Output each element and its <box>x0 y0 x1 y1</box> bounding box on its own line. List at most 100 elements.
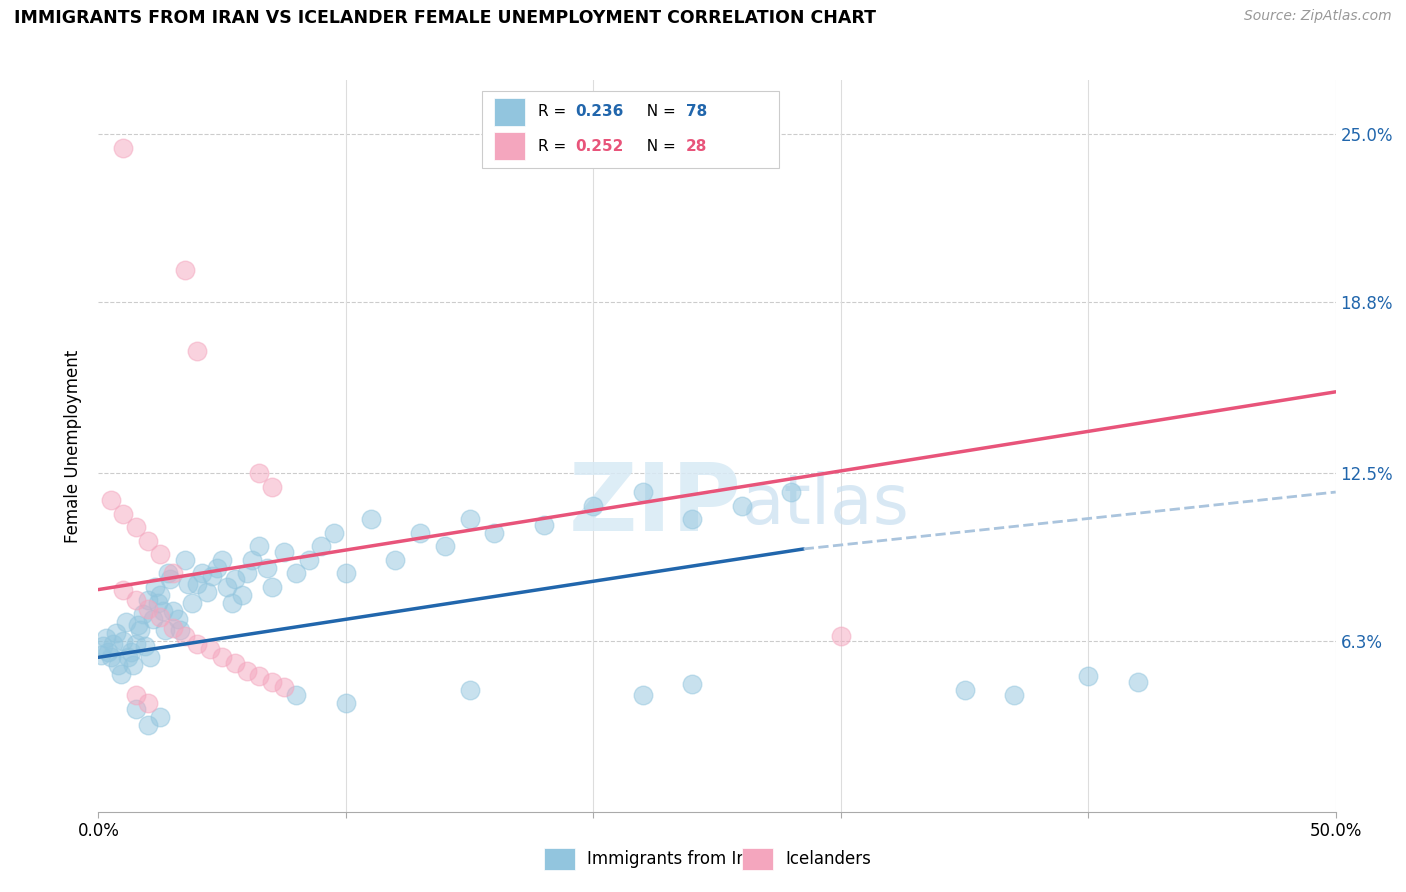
Text: Source: ZipAtlas.com: Source: ZipAtlas.com <box>1244 9 1392 23</box>
Text: 28: 28 <box>686 138 707 153</box>
Point <box>221 596 243 610</box>
Point <box>107 658 129 673</box>
Point <box>176 577 198 591</box>
Point <box>152 604 174 618</box>
Point <box>112 141 135 155</box>
Point <box>285 566 308 581</box>
Point <box>174 263 197 277</box>
Point <box>142 612 165 626</box>
Point <box>112 634 135 648</box>
Point <box>409 525 432 540</box>
Point <box>201 569 224 583</box>
Point <box>114 615 136 629</box>
Point <box>100 650 122 665</box>
Point <box>191 566 214 581</box>
Point <box>217 580 239 594</box>
FancyBboxPatch shape <box>495 132 526 160</box>
Point <box>124 702 146 716</box>
Text: 78: 78 <box>686 104 707 120</box>
Point <box>136 593 159 607</box>
Point <box>136 697 159 711</box>
Point <box>186 637 208 651</box>
Point <box>94 632 117 646</box>
Point <box>132 607 155 621</box>
Point <box>124 637 146 651</box>
Point <box>124 593 146 607</box>
Point <box>90 648 112 662</box>
Point <box>236 664 259 678</box>
Point <box>731 499 754 513</box>
Point <box>384 553 406 567</box>
Point <box>780 485 803 500</box>
Point <box>247 466 270 480</box>
Point <box>112 507 135 521</box>
Point <box>149 588 172 602</box>
Point <box>236 566 259 581</box>
Point <box>335 566 357 581</box>
Point <box>484 525 506 540</box>
Point <box>211 650 233 665</box>
Point <box>112 582 135 597</box>
Point <box>97 645 120 659</box>
Point <box>162 604 184 618</box>
Point <box>631 688 654 702</box>
Point <box>129 624 152 638</box>
Point <box>174 553 197 567</box>
Point <box>681 512 703 526</box>
Point <box>335 697 357 711</box>
Point <box>458 512 481 526</box>
Point <box>136 601 159 615</box>
Point <box>127 617 149 632</box>
Point <box>285 688 308 702</box>
Point <box>100 493 122 508</box>
Point <box>93 640 115 654</box>
Point <box>103 637 125 651</box>
FancyBboxPatch shape <box>495 98 526 126</box>
Point <box>273 680 295 694</box>
Point <box>256 561 278 575</box>
Point <box>231 588 253 602</box>
Text: atlas: atlas <box>742 471 910 538</box>
Point <box>162 566 184 581</box>
Point <box>139 650 162 665</box>
Point <box>104 626 127 640</box>
Point <box>582 499 605 513</box>
Point <box>681 677 703 691</box>
Point <box>143 580 166 594</box>
Point <box>953 682 976 697</box>
Point <box>322 525 344 540</box>
Point <box>155 624 177 638</box>
Text: Immigrants from Iran: Immigrants from Iran <box>588 850 763 868</box>
Point <box>247 539 270 553</box>
Point <box>260 480 283 494</box>
Point <box>159 572 181 586</box>
Point <box>533 517 555 532</box>
Y-axis label: Female Unemployment: Female Unemployment <box>65 350 83 542</box>
Point <box>273 544 295 558</box>
Point <box>124 520 146 534</box>
Point <box>1002 688 1025 702</box>
Point <box>166 612 188 626</box>
Point <box>186 577 208 591</box>
Point <box>174 629 197 643</box>
Point <box>458 682 481 697</box>
Point <box>136 533 159 548</box>
Point <box>830 629 852 643</box>
Point <box>156 566 179 581</box>
Point <box>134 640 156 654</box>
Point <box>298 553 321 567</box>
Point <box>198 642 221 657</box>
Point <box>146 596 169 610</box>
Point <box>224 656 246 670</box>
FancyBboxPatch shape <box>544 848 575 871</box>
Point <box>260 580 283 594</box>
Point <box>110 666 132 681</box>
Point <box>169 624 191 638</box>
Point <box>136 718 159 732</box>
Point <box>247 669 270 683</box>
Point <box>149 609 172 624</box>
Point <box>309 539 332 553</box>
Point <box>181 596 204 610</box>
Point <box>1077 669 1099 683</box>
Point <box>162 620 184 634</box>
